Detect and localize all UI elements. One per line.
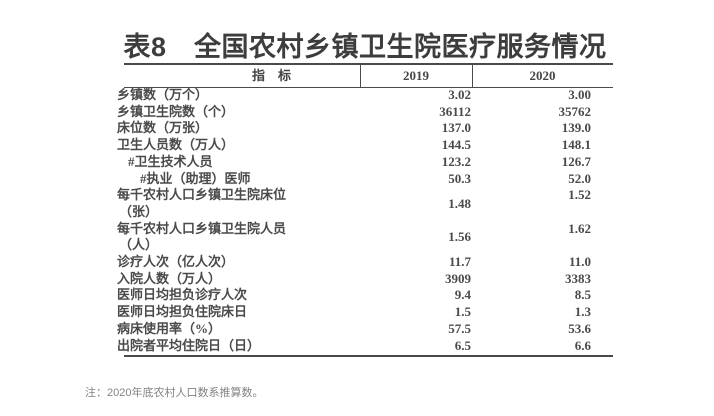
value-2019: 57.5: [448, 320, 471, 336]
table-row: #卫生技术人员 123.2 126.7: [117, 154, 613, 171]
value-2019: 1.5: [454, 304, 471, 320]
value-2019: 3909: [445, 270, 471, 286]
value-2020: 3383: [565, 270, 591, 286]
value-2019: 144.5: [441, 137, 471, 153]
table-row: 床位数（万张） 137.0 139.0: [117, 120, 613, 137]
table-row: 医师日均担负住院床日 1.5 1.3: [117, 304, 613, 321]
indicator-label: 床位数（万张）: [117, 120, 209, 136]
indicator-label: #卫生技术人员: [128, 153, 213, 169]
header-divider-1: [360, 65, 361, 87]
indicator-label: 出院者平均住院日（日）: [117, 337, 261, 353]
value-2019: 1.56: [448, 228, 471, 244]
value-2020: 148.1: [561, 137, 591, 153]
value-2019: 9.4: [454, 287, 471, 303]
column-header-2019: 2019: [403, 68, 429, 83]
value-2019: 11.7: [448, 254, 471, 270]
indicator-label: 病床使用率（%）: [117, 320, 222, 336]
indicator-label: #执业（助理）医师: [140, 170, 251, 186]
footnote: 注：2020年底农村人口数系推算数。: [85, 387, 264, 399]
table-row: 出院者平均住院日（日） 6.5 6.6: [117, 338, 613, 355]
table-row: #执业（助理）医师 50.3 52.0: [117, 171, 613, 188]
value-2019: 137.0: [441, 120, 471, 136]
value-2020: 11.0: [568, 254, 591, 270]
value-2020: 1.3: [574, 304, 591, 320]
value-2020: 126.7: [561, 153, 591, 169]
indicator-label: 每千农村人口乡镇卫生院床位 （张）: [117, 187, 287, 219]
indicator-label: 医师日均担负诊疗人次: [117, 287, 248, 303]
indicator-label: 诊疗人次（亿人次）: [117, 254, 235, 270]
value-2020: 1.52: [568, 187, 591, 203]
stats-table: 指 标 2019 2020 乡镇数（万个） 3.02 3.00 乡镇卫生院数（个…: [117, 63, 613, 357]
header-divider-2: [472, 65, 473, 87]
table-row: 乡镇卫生院数（个） 36112 35762: [117, 104, 613, 121]
table-row: 医师日均担负诊疗人次 9.4 8.5: [117, 287, 613, 304]
table-header-rule: [124, 87, 613, 88]
table-row: 诊疗人次（亿人次） 11.7 11.0: [117, 254, 613, 271]
table-title: 表8 全国农村乡镇卫生院医疗服务情况: [123, 32, 607, 62]
column-header-2020: 2020: [529, 68, 556, 83]
indicator-label: 医师日均担负住院床日: [117, 304, 248, 320]
value-2019: 6.5: [454, 337, 471, 353]
indicator-label: 乡镇卫生院数（个）: [117, 103, 235, 119]
table-row: 卫生人员数（万人） 144.5 148.1: [117, 137, 613, 154]
table-row: 病床使用率（%） 57.5 53.6: [117, 321, 613, 338]
header-row: 指 标 2019 2020: [117, 65, 613, 87]
value-2019: 3.02: [448, 87, 471, 102]
column-header-indicator: 指 标: [251, 68, 291, 83]
table-row: 每千农村人口乡镇卫生院人员 （人） 1.56 1.62: [117, 221, 613, 254]
indicator-table: 指 标 2019 2020 乡镇数（万个） 3.02 3.00 乡镇卫生院数（个…: [117, 65, 613, 354]
value-2020: 8.5: [574, 287, 591, 303]
value-2019: 36112: [439, 103, 471, 119]
table-top-rule: [124, 63, 613, 65]
value-2019: 50.3: [448, 170, 471, 186]
table-row: 乡镇数（万个） 3.02 3.00: [117, 87, 613, 104]
indicator-label: 入院人数（万人）: [117, 270, 222, 286]
indicator-label: 乡镇数（万个）: [117, 87, 209, 102]
value-2020: 1.62: [568, 220, 591, 236]
indicator-label: 卫生人员数（万人）: [117, 137, 235, 153]
value-2019: 123.2: [441, 153, 471, 169]
value-2020: 35762: [558, 103, 592, 119]
value-2020: 52.0: [568, 170, 591, 186]
indicator-label: 每千农村人口乡镇卫生院人员 （人）: [117, 220, 287, 253]
value-2019: 1.48: [448, 195, 471, 211]
table-row: 每千农村人口乡镇卫生院床位 （张） 1.48 1.52: [117, 187, 613, 220]
value-2020: 53.6: [568, 320, 591, 336]
value-2020: 3.00: [568, 87, 591, 102]
value-2020: 6.6: [574, 337, 591, 353]
value-2020: 139.0: [561, 120, 591, 136]
table-row: 入院人数（万人） 3909 3383: [117, 271, 613, 288]
table-bottom-rule: [124, 355, 613, 357]
